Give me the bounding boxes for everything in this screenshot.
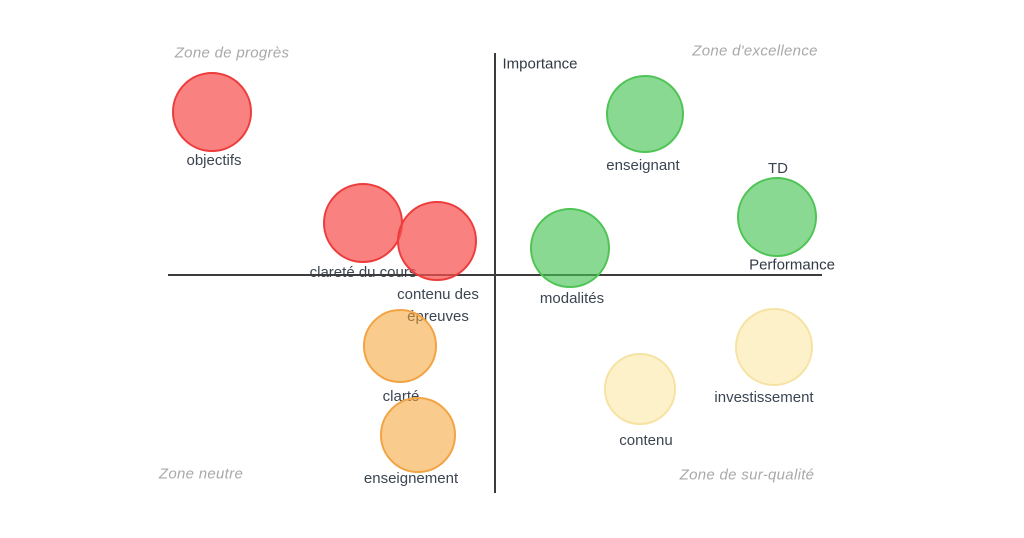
zone-label-neutre: Zone neutre xyxy=(158,465,244,483)
bubble-td xyxy=(737,177,817,257)
bubble-contenu-des-epreuves xyxy=(397,201,477,281)
bubble-clarete-du-cours xyxy=(323,183,403,263)
zone-label-progres: Zone de progrès xyxy=(174,44,290,62)
bubble-modalites xyxy=(530,208,610,288)
x-axis-line xyxy=(168,274,822,276)
zone-label-excellence: Zone d'excellence xyxy=(692,42,818,60)
bubble-label-clarete-du-cours: clareté du cours xyxy=(309,264,417,281)
x-axis-label: Performance xyxy=(749,256,835,274)
bubble-label-td: TD xyxy=(768,160,788,177)
zone-label-sur-qualite: Zone de sur-qualité xyxy=(679,466,815,484)
bubble-enseignant xyxy=(606,75,684,153)
bubble-clarte xyxy=(363,309,437,383)
bubble-label-enseignement: enseignement xyxy=(363,470,459,487)
bubble-label-investissement: investissement xyxy=(714,389,814,406)
bubble-objectifs xyxy=(172,72,252,152)
y-axis-label: Importance xyxy=(502,55,578,73)
bubble-contenu xyxy=(604,353,676,425)
bubble-label-modalites: modalités xyxy=(539,290,605,307)
bubble-label-objectifs: objectifs xyxy=(186,152,242,169)
bubble-label-contenu: contenu xyxy=(619,432,673,449)
bubble-investissement xyxy=(735,308,813,386)
y-axis-line xyxy=(494,53,496,493)
bubble-label-enseignant: enseignant xyxy=(606,157,680,174)
bubble-enseignement xyxy=(380,397,456,473)
